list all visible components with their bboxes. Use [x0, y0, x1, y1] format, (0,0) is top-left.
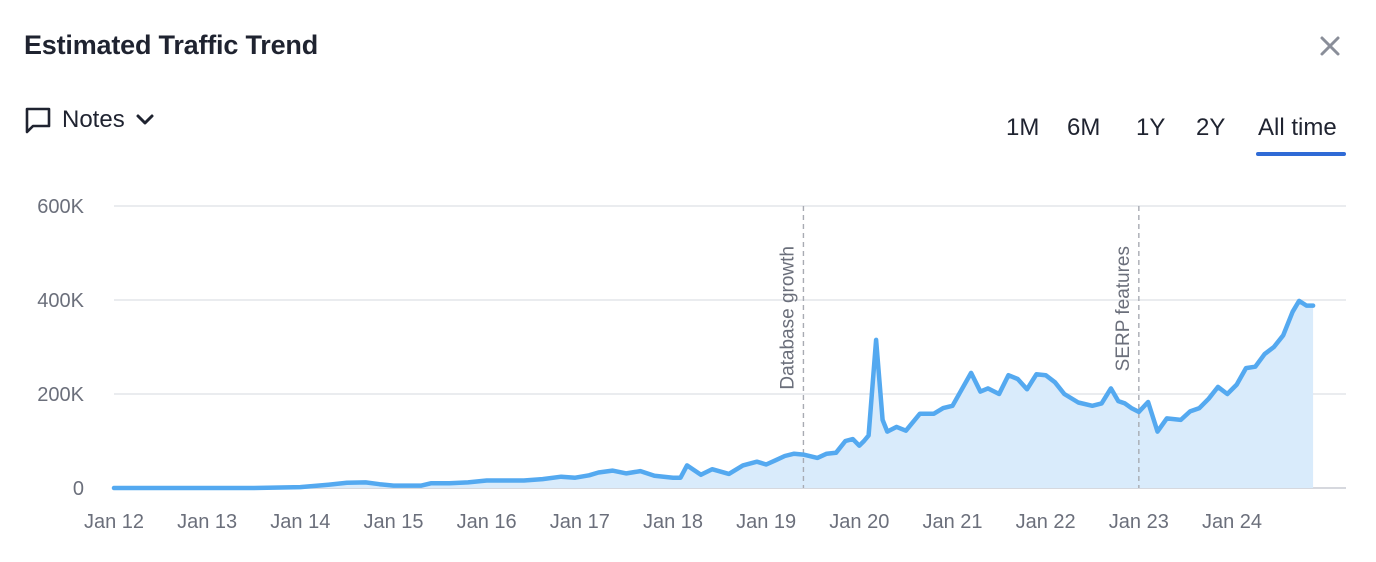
x-tick-label: Jan 15 [363, 511, 423, 533]
x-tick-label: Jan 16 [457, 511, 517, 533]
y-tick-label: 600K [37, 196, 84, 218]
traffic-area [114, 300, 1314, 488]
time-range-selector: 1M 6M 1Y 2Y All time [990, 114, 1350, 162]
x-tick-label: Jan 19 [736, 511, 796, 533]
range-6m[interactable]: 6M [1067, 114, 1101, 141]
close-icon [1320, 36, 1340, 56]
x-tick-label: Jan 17 [550, 511, 610, 533]
range-2y[interactable]: 2Y [1196, 114, 1226, 141]
notes-label: Notes [62, 106, 125, 133]
x-tick-label: Jan 24 [1202, 511, 1262, 533]
range-all-time[interactable]: All time [1258, 114, 1337, 141]
comment-icon [25, 107, 51, 134]
x-tick-label: Jan 23 [1109, 511, 1169, 533]
chevron-down-icon [136, 114, 154, 125]
x-tick-label: Jan 13 [177, 511, 237, 533]
range-1m[interactable]: 1M [1006, 114, 1040, 141]
y-tick-label: 400K [37, 290, 84, 312]
y-tick-label: 200K [37, 384, 84, 406]
x-tick-label: Jan 14 [270, 511, 330, 533]
y-tick-label: 0 [73, 478, 84, 500]
annotation-label-0: Database growth [777, 246, 798, 390]
range-1y[interactable]: 1Y [1136, 114, 1166, 141]
traffic-line [111, 298, 1316, 491]
x-tick-label: Jan 12 [84, 511, 144, 533]
selected-range-underline [1256, 152, 1346, 156]
x-tick-label: Jan 18 [643, 511, 703, 533]
x-tick-label: Jan 21 [922, 511, 982, 533]
page-title: Estimated Traffic Trend [24, 30, 318, 60]
x-tick-label: Jan 20 [829, 511, 889, 533]
close-button[interactable] [1316, 32, 1344, 60]
x-tick-label: Jan 22 [1016, 511, 1076, 533]
annotation-label-1: SERP features [1113, 246, 1134, 371]
notes-dropdown[interactable]: Notes [24, 106, 155, 134]
